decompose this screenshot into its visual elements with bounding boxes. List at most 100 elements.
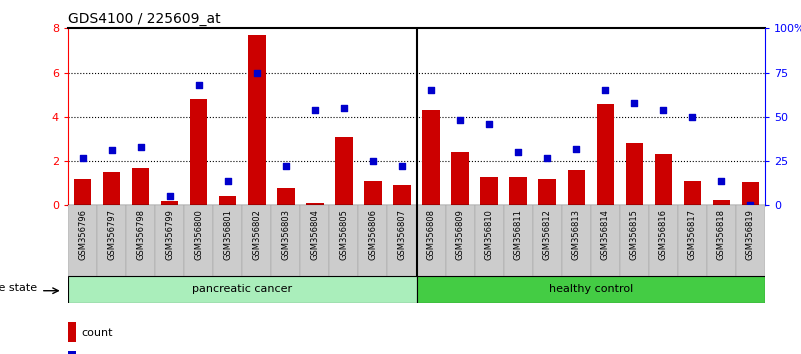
Point bbox=[76, 155, 89, 160]
Point bbox=[453, 118, 466, 123]
Point bbox=[251, 70, 264, 75]
Bar bbox=[567, 170, 585, 205]
Bar bbox=[132, 168, 149, 205]
Point bbox=[512, 149, 525, 155]
Point bbox=[628, 100, 641, 105]
Point bbox=[541, 155, 553, 160]
Bar bbox=[504, 205, 533, 276]
Text: GSM356810: GSM356810 bbox=[485, 209, 493, 260]
Bar bbox=[335, 137, 352, 205]
Bar bbox=[474, 205, 504, 276]
Bar bbox=[654, 154, 672, 205]
Bar bbox=[68, 205, 97, 276]
Bar bbox=[68, 322, 76, 342]
Text: disease state: disease state bbox=[0, 283, 38, 293]
Bar bbox=[626, 143, 643, 205]
Bar bbox=[597, 104, 614, 205]
Bar bbox=[649, 205, 678, 276]
Text: GSM356817: GSM356817 bbox=[688, 209, 697, 260]
Bar bbox=[68, 276, 417, 303]
Point bbox=[483, 121, 496, 127]
Text: pancreatic cancer: pancreatic cancer bbox=[192, 284, 292, 295]
Text: GSM356809: GSM356809 bbox=[456, 209, 465, 260]
Point bbox=[686, 114, 698, 120]
Text: GSM356808: GSM356808 bbox=[427, 209, 436, 260]
Text: GSM356800: GSM356800 bbox=[195, 209, 203, 260]
Text: GSM356804: GSM356804 bbox=[311, 209, 320, 260]
Bar bbox=[678, 205, 706, 276]
Bar bbox=[417, 205, 445, 276]
Bar bbox=[509, 177, 527, 205]
Point bbox=[599, 87, 612, 93]
Bar bbox=[103, 172, 120, 205]
Bar bbox=[620, 205, 649, 276]
Bar bbox=[329, 205, 359, 276]
Text: GSM356818: GSM356818 bbox=[717, 209, 726, 260]
Text: GSM356797: GSM356797 bbox=[107, 209, 116, 260]
Point bbox=[135, 144, 147, 150]
Bar bbox=[272, 205, 300, 276]
Text: GSM356801: GSM356801 bbox=[223, 209, 232, 260]
Text: GSM356815: GSM356815 bbox=[630, 209, 638, 260]
Point bbox=[396, 164, 409, 169]
Text: GDS4100 / 225609_at: GDS4100 / 225609_at bbox=[68, 12, 221, 26]
Point bbox=[308, 107, 321, 113]
Text: GSM356816: GSM356816 bbox=[659, 209, 668, 260]
Point bbox=[367, 158, 380, 164]
Bar bbox=[306, 203, 324, 205]
Bar bbox=[562, 205, 590, 276]
Bar bbox=[683, 181, 701, 205]
Bar bbox=[422, 110, 440, 205]
Bar bbox=[155, 205, 184, 276]
Point bbox=[280, 164, 292, 169]
Bar bbox=[277, 188, 295, 205]
Text: GSM356799: GSM356799 bbox=[165, 209, 174, 260]
Bar bbox=[248, 35, 266, 205]
Point bbox=[337, 105, 350, 111]
Point bbox=[744, 202, 757, 208]
Text: count: count bbox=[81, 328, 112, 338]
Text: GSM356796: GSM356796 bbox=[78, 209, 87, 260]
Text: GSM356819: GSM356819 bbox=[746, 209, 755, 260]
Text: GSM356802: GSM356802 bbox=[252, 209, 261, 260]
Bar bbox=[364, 181, 381, 205]
Point bbox=[715, 178, 728, 183]
Bar bbox=[481, 177, 497, 205]
Text: GSM356798: GSM356798 bbox=[136, 209, 145, 260]
Bar bbox=[417, 276, 765, 303]
Bar bbox=[393, 185, 411, 205]
Bar bbox=[736, 205, 765, 276]
Bar bbox=[706, 205, 736, 276]
Point bbox=[657, 107, 670, 113]
Point bbox=[105, 148, 118, 153]
Bar bbox=[219, 196, 236, 205]
Bar bbox=[74, 179, 91, 205]
Bar bbox=[127, 205, 155, 276]
Bar bbox=[445, 205, 474, 276]
Text: GSM356813: GSM356813 bbox=[572, 209, 581, 260]
Text: healthy control: healthy control bbox=[549, 284, 633, 295]
Bar bbox=[538, 179, 556, 205]
Bar bbox=[97, 205, 127, 276]
Point bbox=[570, 146, 582, 152]
Bar bbox=[184, 205, 213, 276]
Text: GSM356805: GSM356805 bbox=[340, 209, 348, 260]
Text: GSM356807: GSM356807 bbox=[397, 209, 406, 260]
Bar bbox=[68, 351, 76, 354]
Text: GSM356806: GSM356806 bbox=[368, 209, 377, 260]
Text: GSM356803: GSM356803 bbox=[281, 209, 290, 260]
Text: GSM356814: GSM356814 bbox=[601, 209, 610, 260]
Bar bbox=[300, 205, 329, 276]
Bar bbox=[713, 200, 731, 205]
Point bbox=[425, 87, 437, 93]
Bar bbox=[533, 205, 562, 276]
Point bbox=[221, 178, 234, 183]
Bar bbox=[451, 152, 469, 205]
Bar bbox=[190, 99, 207, 205]
Bar bbox=[742, 182, 759, 205]
Bar bbox=[590, 205, 620, 276]
Bar bbox=[359, 205, 388, 276]
Bar bbox=[161, 201, 179, 205]
Text: GSM356812: GSM356812 bbox=[543, 209, 552, 260]
Bar bbox=[388, 205, 417, 276]
